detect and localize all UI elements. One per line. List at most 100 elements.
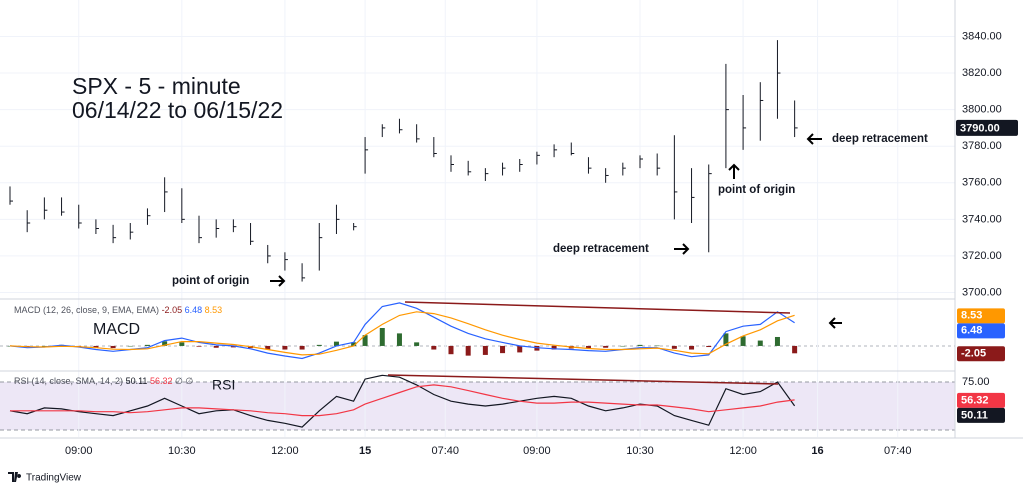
y-tick-label: 3780.00 bbox=[962, 140, 1002, 152]
histogram-bar bbox=[448, 345, 454, 355]
histogram-bar bbox=[362, 335, 368, 346]
histogram-bar bbox=[740, 336, 746, 346]
header-value: 8.53 bbox=[205, 305, 223, 315]
header-value: 6.48 bbox=[185, 305, 203, 315]
price-tag bbox=[957, 308, 1005, 324]
annotation: point of origin bbox=[718, 184, 795, 196]
chart-subtitle: 06/14/22 to 06/15/22 bbox=[72, 97, 283, 123]
header-value: -2.05 bbox=[162, 305, 183, 315]
x-tick-label: 10:30 bbox=[626, 445, 654, 457]
x-tick-label: 12:00 bbox=[729, 445, 757, 457]
series-line bbox=[9, 374, 796, 428]
histogram-bar bbox=[723, 333, 729, 346]
arrow bbox=[674, 243, 690, 255]
histogram-bar bbox=[333, 341, 339, 346]
histogram-bar bbox=[230, 345, 236, 348]
price-tag bbox=[957, 323, 1005, 339]
arrow bbox=[828, 317, 842, 329]
histogram-bar bbox=[689, 345, 695, 350]
histogram-bar bbox=[213, 345, 219, 348]
pane-label: MACD bbox=[93, 321, 140, 338]
y-tick-label: 3740.00 bbox=[962, 213, 1002, 225]
annotation: deep retracement bbox=[553, 243, 649, 255]
header-extra: ∅ ∅ bbox=[175, 376, 193, 386]
price-tag bbox=[957, 392, 1005, 408]
histogram-bar bbox=[282, 345, 288, 350]
histogram-bar bbox=[379, 328, 385, 346]
series-line bbox=[10, 384, 795, 417]
price-tag-label: 56.32 bbox=[961, 394, 989, 406]
price-tag-label: 8.53 bbox=[961, 310, 982, 322]
histogram-bar bbox=[637, 344, 643, 346]
histogram-bar bbox=[144, 344, 150, 346]
price-tag-label: -2.05 bbox=[961, 348, 986, 360]
marks: 3700.00 3720.00 3740.00 3760.00 3780.00 3800.… bbox=[7, 30, 1018, 457]
histogram-bar bbox=[603, 345, 609, 348]
histogram-bar bbox=[179, 342, 185, 346]
series-line bbox=[9, 311, 795, 356]
arrow bbox=[806, 133, 822, 145]
y-tick-label: 3820.00 bbox=[962, 67, 1002, 79]
histogram-bar bbox=[706, 345, 712, 348]
rsi-header: RSI (14, close, SMA, 14, 2) 50.11 56.32 … bbox=[14, 376, 193, 386]
x-tick-label: 09:00 bbox=[523, 445, 551, 457]
histogram-bar bbox=[551, 345, 557, 350]
histogram-bar bbox=[757, 340, 763, 346]
histogram-bar bbox=[620, 345, 626, 347]
macd-header: MACD (12, 26, close, 9, EMA, EMA) -2.05 … bbox=[14, 305, 222, 315]
brand-logo bbox=[8, 472, 22, 482]
y-tick-label: 75.00 bbox=[962, 376, 990, 388]
brand: TradingView bbox=[26, 473, 82, 484]
histogram-bar bbox=[41, 345, 47, 347]
histogram-bar bbox=[482, 345, 488, 355]
header-value: 50.11 bbox=[126, 376, 148, 386]
y-tick-label: 3760.00 bbox=[962, 177, 1002, 189]
arrow bbox=[270, 275, 286, 287]
header-text: RSI (14, close, SMA, 14, 2) bbox=[14, 376, 123, 386]
price-tag-label: 50.11 bbox=[961, 409, 988, 421]
histogram-bar bbox=[127, 345, 133, 347]
header-value: 56.32 bbox=[150, 376, 173, 386]
histogram-bar bbox=[265, 345, 271, 350]
histogram-bar bbox=[774, 336, 780, 346]
x-tick-label: 09:00 bbox=[65, 445, 93, 457]
trendline bbox=[387, 374, 779, 385]
histogram-bar bbox=[162, 341, 168, 346]
histogram-bar bbox=[316, 344, 322, 346]
x-tick-label: 10:30 bbox=[168, 445, 196, 457]
rsi-band bbox=[0, 381, 955, 430]
price-tag bbox=[957, 407, 1005, 423]
histogram-bar bbox=[500, 345, 506, 354]
annotation: point of origin bbox=[172, 275, 249, 287]
histogram-bar bbox=[93, 345, 99, 348]
histogram-bar bbox=[792, 345, 798, 354]
histogram-bar bbox=[654, 345, 660, 347]
pane-label: RSI bbox=[212, 377, 235, 393]
grid bbox=[0, 0, 955, 437]
arrow bbox=[728, 163, 740, 179]
series-line bbox=[9, 302, 795, 360]
price-tag bbox=[957, 346, 1005, 362]
annotation: deep retracement bbox=[832, 133, 928, 145]
last-price-tag bbox=[956, 119, 1018, 136]
chart-title: SPX - 5 - minute bbox=[72, 73, 241, 99]
histogram-bar bbox=[585, 345, 591, 349]
histogram-bar bbox=[196, 345, 202, 347]
trendline bbox=[404, 301, 791, 314]
histogram-bar bbox=[351, 342, 357, 346]
histogram-bar bbox=[414, 342, 420, 346]
y-tick-label: 3800.00 bbox=[962, 104, 1002, 116]
histogram-bar bbox=[396, 333, 402, 346]
last-price-label: 3790.00 bbox=[960, 122, 1000, 134]
histogram-bar bbox=[110, 345, 116, 349]
x-tick-label: 07:40 bbox=[432, 445, 460, 457]
y-tick-label: 3700.00 bbox=[962, 286, 1002, 298]
histogram-bar bbox=[671, 345, 677, 349]
header-text: MACD (12, 26, close, 9, EMA, EMA) bbox=[14, 305, 159, 315]
x-tick-label: 15 bbox=[359, 445, 371, 457]
x-tick-label: 12:00 bbox=[271, 445, 299, 457]
x-tick-label: 07:40 bbox=[884, 445, 912, 457]
y-tick-label: 3840.00 bbox=[962, 30, 1002, 42]
x-tick-label: 16 bbox=[811, 445, 823, 457]
